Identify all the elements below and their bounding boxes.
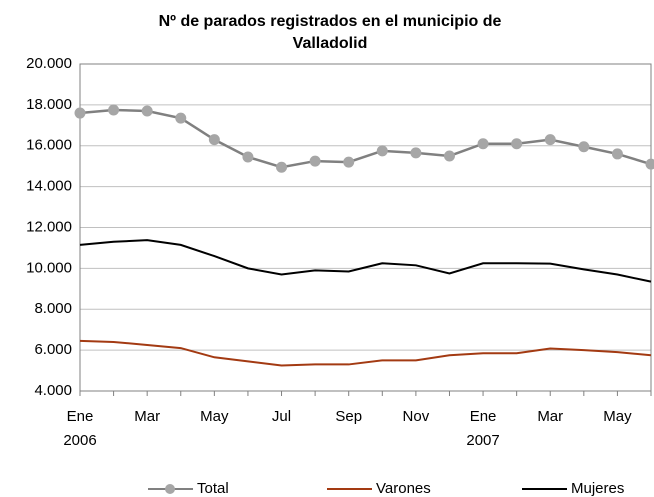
legend-label: Varones (376, 480, 431, 497)
y-tick-label: 10.000 (26, 259, 72, 276)
legend-label: Total (197, 480, 229, 497)
x-tick-label: May (603, 408, 632, 425)
data-point (242, 151, 254, 163)
data-point (477, 138, 489, 150)
y-tick-label: 14.000 (26, 178, 72, 195)
legend-label: Mujeres (571, 480, 624, 497)
chart-title: Valladolid (293, 35, 368, 52)
legend-marker (165, 484, 175, 494)
y-tick-label: 18.000 (26, 96, 72, 113)
x-tick-label: Mar (134, 408, 160, 425)
data-point (309, 155, 321, 167)
x-tick-label: Ene (67, 408, 94, 425)
y-tick-label: 16.000 (26, 137, 72, 154)
y-tick-label: 8.000 (34, 300, 72, 317)
data-point (108, 104, 120, 116)
chart-title: Nº de parados registrados en el municipi… (159, 13, 502, 30)
y-tick-label: 12.000 (26, 218, 72, 235)
plot-border (79, 63, 652, 392)
data-point (611, 148, 623, 160)
data-point (376, 145, 388, 157)
x-tick-label: May (200, 408, 229, 425)
data-point (410, 147, 422, 159)
x-year-label: 2006 (63, 432, 96, 449)
data-point (141, 105, 153, 117)
x-tick-label: Sep (335, 408, 362, 425)
series-line (79, 108, 652, 169)
x-tick-label: Ene (470, 408, 497, 425)
y-tick-label: 20.000 (26, 55, 72, 72)
x-year-label: 2007 (466, 432, 499, 449)
data-point (544, 134, 556, 146)
data-point (276, 161, 288, 173)
series-line (79, 339, 652, 367)
data-point (343, 156, 355, 168)
y-tick-label: 6.000 (34, 341, 72, 358)
data-point (74, 107, 86, 119)
x-tick-label: Nov (403, 408, 430, 425)
x-tick-label: Mar (537, 408, 563, 425)
data-point (645, 158, 654, 170)
y-tick-label: 4.000 (34, 382, 72, 399)
data-point (511, 138, 523, 150)
data-point (443, 150, 455, 162)
data-point (175, 112, 187, 124)
x-tick-label: Jul (272, 408, 291, 425)
data-point (578, 141, 590, 153)
data-point (208, 134, 220, 146)
series-line (79, 239, 652, 283)
